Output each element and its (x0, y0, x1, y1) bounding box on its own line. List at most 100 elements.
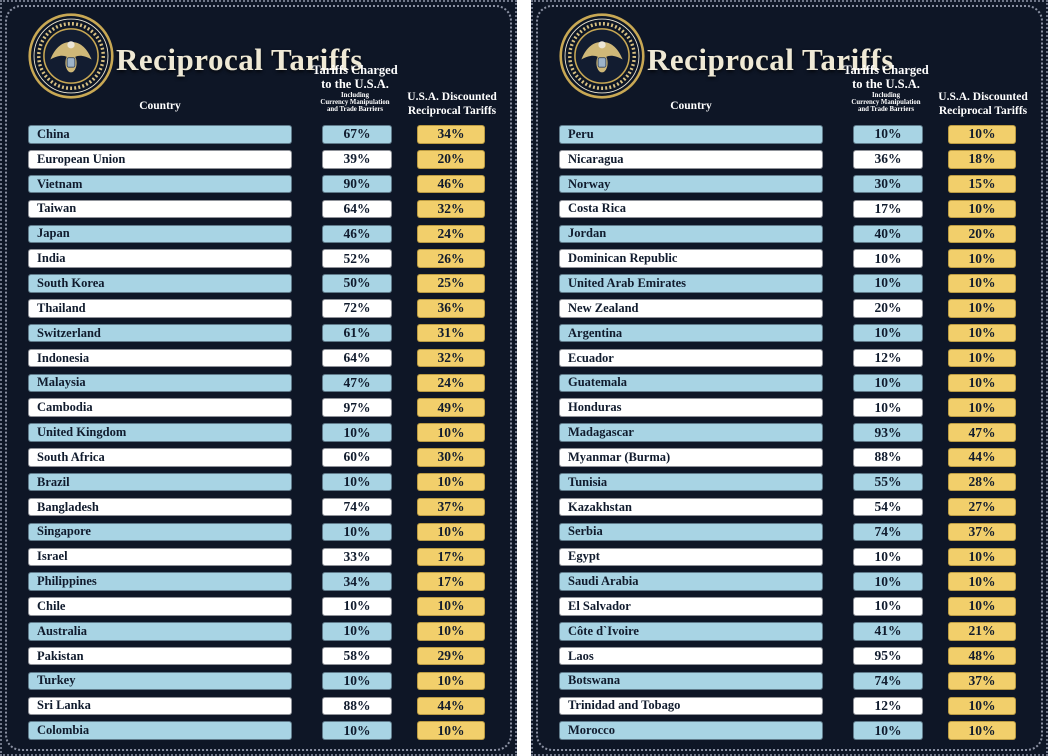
charged-tariff-cell: 12% (853, 348, 923, 368)
discounted-tariff-cell: 18% (948, 150, 1016, 169)
table-row: Norway 30% 15% (533, 172, 1046, 197)
charged-tariff-cell: 74% (853, 671, 923, 691)
charged-tariff-cell: 34% (322, 572, 392, 591)
charged-tariff-cell: 10% (853, 249, 923, 268)
table-row: Peru 10% 10% (533, 122, 1046, 147)
charged-tariff-cell: 61% (322, 323, 392, 343)
discounted-tariff-cell: 10% (948, 125, 1016, 144)
discounted-tariff-cell: 10% (948, 696, 1016, 716)
country-cell: Myanmar (Burma) (559, 448, 823, 467)
table-row: Kazakhstan 54% 27% (533, 495, 1046, 520)
country-cell: Costa Rica (559, 199, 823, 219)
table-row: Madagascar 93% 47% (533, 420, 1046, 445)
discounted-tariff-cell: 26% (417, 249, 485, 268)
country-cell: European Union (28, 150, 292, 169)
tariff-panel-right: Reciprocal Tariffs Country Tariffs Charg… (531, 0, 1048, 756)
charged-tariff-cell: 52% (322, 249, 392, 268)
table-row: Indonesia 64% 32% (2, 346, 515, 371)
charged-tariff-cell: 17% (853, 199, 923, 219)
discounted-tariff-cell: 10% (948, 398, 1016, 417)
charged-tariff-cell: 36% (853, 150, 923, 169)
charged-tariff-cell: 88% (853, 448, 923, 467)
country-cell: Malaysia (28, 373, 292, 393)
discounted-tariff-cell: 10% (948, 597, 1016, 616)
country-cell: Sri Lanka (28, 696, 292, 716)
country-cell: South Africa (28, 448, 292, 467)
discounted-tariff-cell: 37% (948, 522, 1016, 542)
table-row: Chile 10% 10% (2, 594, 515, 619)
country-cell: Botswana (559, 671, 823, 691)
discounted-tariff-cell: 46% (417, 174, 485, 194)
discounted-tariff-cell: 31% (417, 323, 485, 343)
table-row: Egypt 10% 10% (533, 544, 1046, 569)
table-row: Dominican Republic 10% 10% (533, 246, 1046, 271)
charged-tariff-cell: 10% (322, 472, 392, 492)
charged-tariff-cell: 10% (853, 274, 923, 293)
discounted-tariff-cell: 48% (948, 646, 1016, 666)
charged-tariff-cell: 10% (322, 622, 392, 641)
tariff-table-body: China 67% 34% European Union 39% 20% Vie… (2, 122, 515, 743)
table-row: Vietnam 90% 46% (2, 172, 515, 197)
country-cell: Israel (28, 547, 292, 567)
table-row: Laos 95% 48% (533, 644, 1046, 669)
country-cell: China (28, 125, 292, 144)
discounted-tariff-cell: 29% (417, 646, 485, 666)
discounted-tariff-cell: 37% (948, 671, 1016, 691)
charged-tariff-cell: 10% (322, 522, 392, 542)
charged-tariff-cell: 88% (322, 696, 392, 716)
table-row: Taiwan 64% 32% (2, 197, 515, 222)
discounted-tariff-cell: 10% (948, 199, 1016, 219)
discounted-tariff-cell: 49% (417, 398, 485, 417)
charged-tariff-cell: 67% (322, 125, 392, 144)
discounted-tariff-cell: 10% (948, 547, 1016, 567)
country-cell: New Zealand (559, 299, 823, 318)
table-row: Saudi Arabia 10% 10% (533, 569, 1046, 594)
charged-tariff-cell: 10% (853, 373, 923, 393)
table-row: Morocco 10% 10% (533, 718, 1046, 743)
table-row: European Union 39% 20% (2, 147, 515, 172)
charged-tariff-cell: 64% (322, 348, 392, 368)
charged-tariff-cell: 10% (322, 597, 392, 616)
table-row: Argentina 10% 10% (533, 321, 1046, 346)
charged-tariff-cell: 90% (322, 174, 392, 194)
country-cell: Dominican Republic (559, 249, 823, 268)
column-header-charged: Tariffs Charged to the U.S.A. (843, 63, 929, 91)
tariff-table-body: Peru 10% 10% Nicaragua 36% 18% Norway 30… (533, 122, 1046, 743)
charged-tariff-cell: 40% (853, 224, 923, 244)
discounted-tariff-cell: 10% (417, 472, 485, 492)
table-row: India 52% 26% (2, 246, 515, 271)
charged-tariff-cell: 74% (853, 522, 923, 542)
country-cell: Nicaragua (559, 150, 823, 169)
table-row: Bangladesh 74% 37% (2, 495, 515, 520)
country-cell: Vietnam (28, 174, 292, 194)
presidential-seal-icon (559, 13, 645, 99)
table-row: Myanmar (Burma) 88% 44% (533, 445, 1046, 470)
discounted-tariff-cell: 24% (417, 373, 485, 393)
country-cell: United Arab Emirates (559, 274, 823, 293)
charged-tariff-cell: 97% (322, 398, 392, 417)
country-cell: Turkey (28, 671, 292, 691)
table-row: Japan 46% 24% (2, 221, 515, 246)
discounted-tariff-cell: 47% (948, 423, 1016, 442)
table-row: Singapore 10% 10% (2, 520, 515, 545)
discounted-tariff-cell: 10% (417, 597, 485, 616)
charged-tariff-cell: 50% (322, 274, 392, 293)
charged-tariff-cell: 12% (853, 696, 923, 716)
table-row: Philippines 34% 17% (2, 569, 515, 594)
charged-tariff-cell: 10% (322, 721, 392, 740)
country-cell: Switzerland (28, 323, 292, 343)
discounted-tariff-cell: 20% (417, 150, 485, 169)
country-cell: Argentina (559, 323, 823, 343)
discounted-tariff-cell: 10% (417, 423, 485, 442)
country-cell: Taiwan (28, 199, 292, 219)
table-row: United Kingdom 10% 10% (2, 420, 515, 445)
discounted-tariff-cell: 30% (417, 448, 485, 467)
country-cell: Colombia (28, 721, 292, 740)
presidential-seal-icon (28, 13, 114, 99)
country-cell: Peru (559, 125, 823, 144)
column-header-discounted: U.S.A. Discounted Reciprocal Tariffs (938, 91, 1028, 117)
country-cell: Guatemala (559, 373, 823, 393)
table-row: Thailand 72% 36% (2, 296, 515, 321)
page-title: Reciprocal Tariffs (647, 42, 894, 77)
table-row: Jordan 40% 20% (533, 221, 1046, 246)
